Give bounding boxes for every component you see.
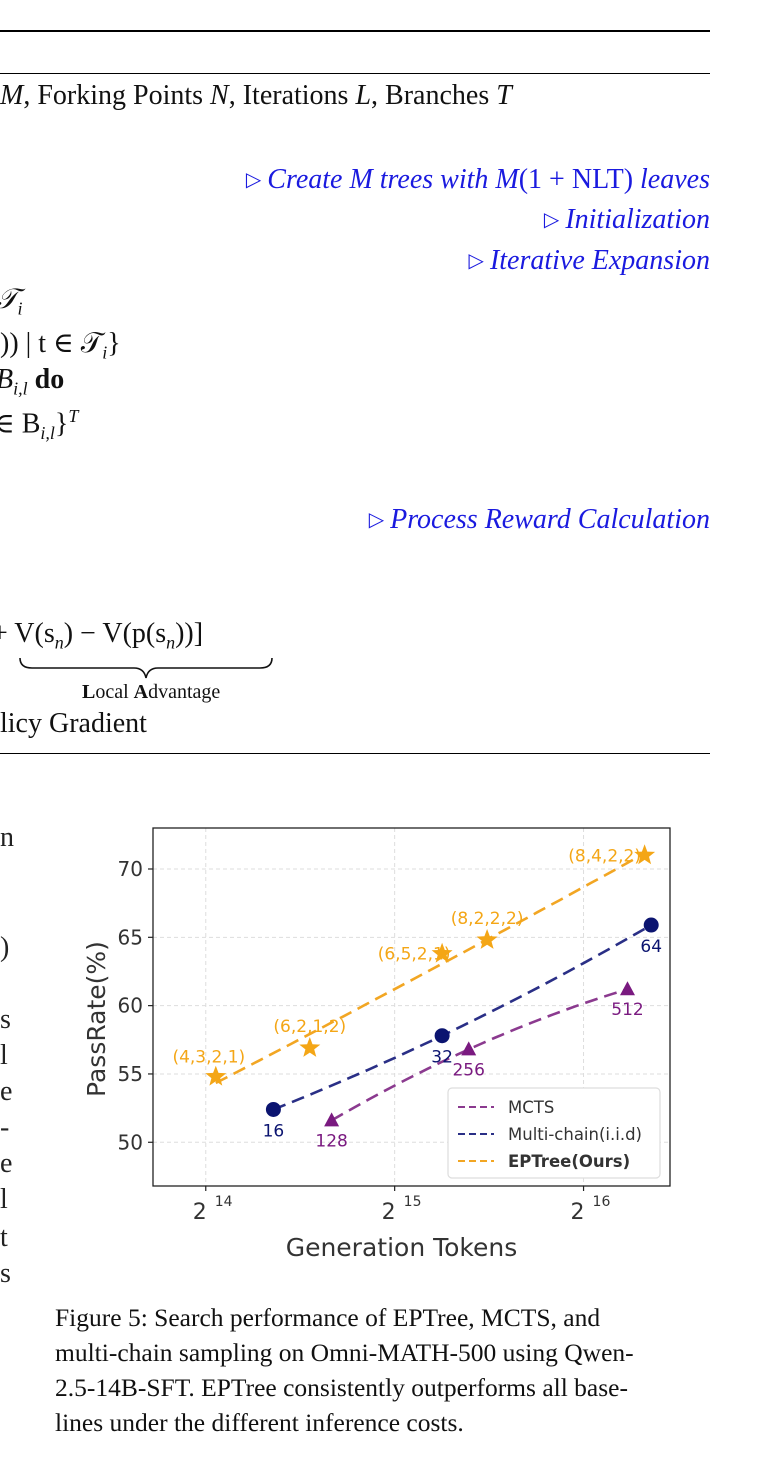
x-tick-exponent: 16	[593, 1194, 611, 1210]
point-labels: 128 256 512 16 32 64 (4,3,2,1) (6,2,1,2) (6,5,2,…	[172, 846, 662, 1151]
mcts-point	[619, 981, 635, 996]
x-tick-label: 2	[571, 1200, 585, 1225]
y-tick-label: 65	[118, 925, 143, 949]
left-column-fragment: s	[0, 1258, 11, 1289]
plot-frame	[152, 827, 671, 1187]
x-tick-label: 2	[382, 1200, 396, 1225]
triangle-icon: ▷	[368, 509, 385, 531]
triangle-icon: ▷	[468, 250, 484, 272]
algorithm-inputs-line: M, Forking Points N, Iterations L, Branc…	[0, 80, 512, 111]
do-keyword: do	[34, 364, 65, 395]
point-label: 32	[431, 1048, 453, 1068]
algo-line-advantage: + V(sn) − V(p(sn))]	[0, 618, 204, 653]
comment-process-reward: ▷ Process Reward Calculation	[368, 504, 710, 535]
series-line-eptree-ours-	[215, 852, 646, 1085]
algorithm-bottom-rule	[0, 753, 710, 754]
algo-line-policy-gradient: licy Gradient	[0, 708, 147, 739]
top-rule	[0, 30, 710, 32]
y-tick-label: 55	[118, 1062, 143, 1086]
comment-iterative-expansion: ▷ Iterative Expansion	[468, 245, 710, 276]
y-axis-label: PassRate(%)	[82, 941, 111, 1097]
multichain-point	[643, 917, 659, 933]
algo-line-set: )) | t ∈ 𝒯i}	[0, 328, 121, 363]
y-tick-label: 50	[118, 1130, 143, 1154]
series-line-multi-chain-i-i-d-	[272, 923, 652, 1111]
point-label: 512	[611, 1000, 643, 1020]
left-column-fragment: l	[0, 1184, 8, 1215]
left-column-fragment: s	[0, 1004, 11, 1035]
left-column-fragment: e	[0, 1076, 13, 1107]
legend-label: Multi-chain(i.i.d)	[508, 1125, 642, 1144]
passrate-chart: 128 256 512 16 32 64 (4,3,2,1) (6,2,1,2) (6,5,2,…	[82, 827, 671, 1262]
eptree-point	[205, 1065, 227, 1086]
underbrace	[19, 657, 273, 679]
left-column-fragment: n	[0, 822, 14, 853]
left-column-fragment: t	[0, 1222, 8, 1253]
mcts-point	[461, 1041, 477, 1056]
point-label: (6,5,2,1)	[378, 945, 451, 965]
figure-caption: Figure 5: Search performance of EPTree, …	[55, 1300, 715, 1440]
algo-line-tree: 𝒯i	[0, 284, 23, 319]
x-tick-exponent: 14	[215, 1194, 233, 1210]
left-column-fragment: l	[0, 1040, 8, 1071]
legend-label: EPTree(Ours)	[508, 1152, 630, 1171]
algorithm-header-rule	[0, 73, 710, 74]
caption-line: multi-chain sampling on Omni-MATH-500 us…	[55, 1338, 634, 1367]
point-label: (6,2,1,2)	[273, 1017, 346, 1037]
algo-line-loop: Bi,l do	[0, 364, 65, 399]
local-advantage-label: Local Advantage	[82, 681, 221, 703]
x-tick-exponent: 15	[404, 1194, 422, 1210]
y-tick-label: 70	[118, 857, 143, 881]
caption-line: lines under the different inference cost…	[55, 1408, 464, 1437]
left-column-fragment: -	[0, 1112, 10, 1143]
mcts-point	[324, 1112, 340, 1127]
multichain-point	[265, 1101, 281, 1117]
algo-line-branches: ∈ Bi,l}T	[0, 406, 79, 443]
series-lines	[215, 852, 652, 1122]
eptree-point	[634, 844, 656, 865]
legend-box	[447, 1087, 661, 1179]
triangle-icon: ▷	[543, 209, 560, 231]
point-label: 64	[640, 937, 662, 957]
multichain-point	[434, 1028, 450, 1044]
eptree-point	[431, 942, 453, 963]
point-label: 256	[452, 1060, 484, 1080]
axis-ticks: 50 55 60 65 70 2 14 2 15 2 16	[118, 857, 611, 1225]
eptree-point	[476, 929, 498, 949]
comment-initialization: ▷ Initialization	[543, 204, 710, 235]
left-column-fragment: e	[0, 1148, 13, 1179]
triangle-icon: ▷	[245, 169, 262, 191]
left-column-fragment: )	[0, 932, 10, 963]
caption-line: Figure 5: Search performance of EPTree, …	[55, 1303, 601, 1332]
comment-create-trees: ▷ Create M trees with M(1 + NLT) leaves	[245, 164, 710, 195]
grid-lines	[153, 828, 670, 1186]
x-tick-label: 2	[193, 1200, 207, 1225]
legend: MCTS Multi-chain(i.i.d) EPTree(Ours)	[447, 1087, 661, 1179]
point-label: (4,3,2,1)	[172, 1048, 245, 1068]
x-axis-label: Generation Tokens	[286, 1233, 518, 1262]
legend-label: MCTS	[508, 1098, 554, 1117]
series-line-mcts	[330, 987, 628, 1122]
point-label: (8,2,2,2)	[451, 909, 524, 929]
series-markers	[205, 844, 659, 1127]
caption-line: 2.5-14B-SFT. EPTree consistently outperf…	[55, 1373, 628, 1402]
eptree-point	[299, 1037, 321, 1057]
point-label: (8,4,2,2)	[568, 846, 641, 866]
point-label: 128	[315, 1131, 347, 1151]
point-label: 16	[263, 1121, 285, 1141]
y-tick-label: 60	[118, 994, 143, 1018]
